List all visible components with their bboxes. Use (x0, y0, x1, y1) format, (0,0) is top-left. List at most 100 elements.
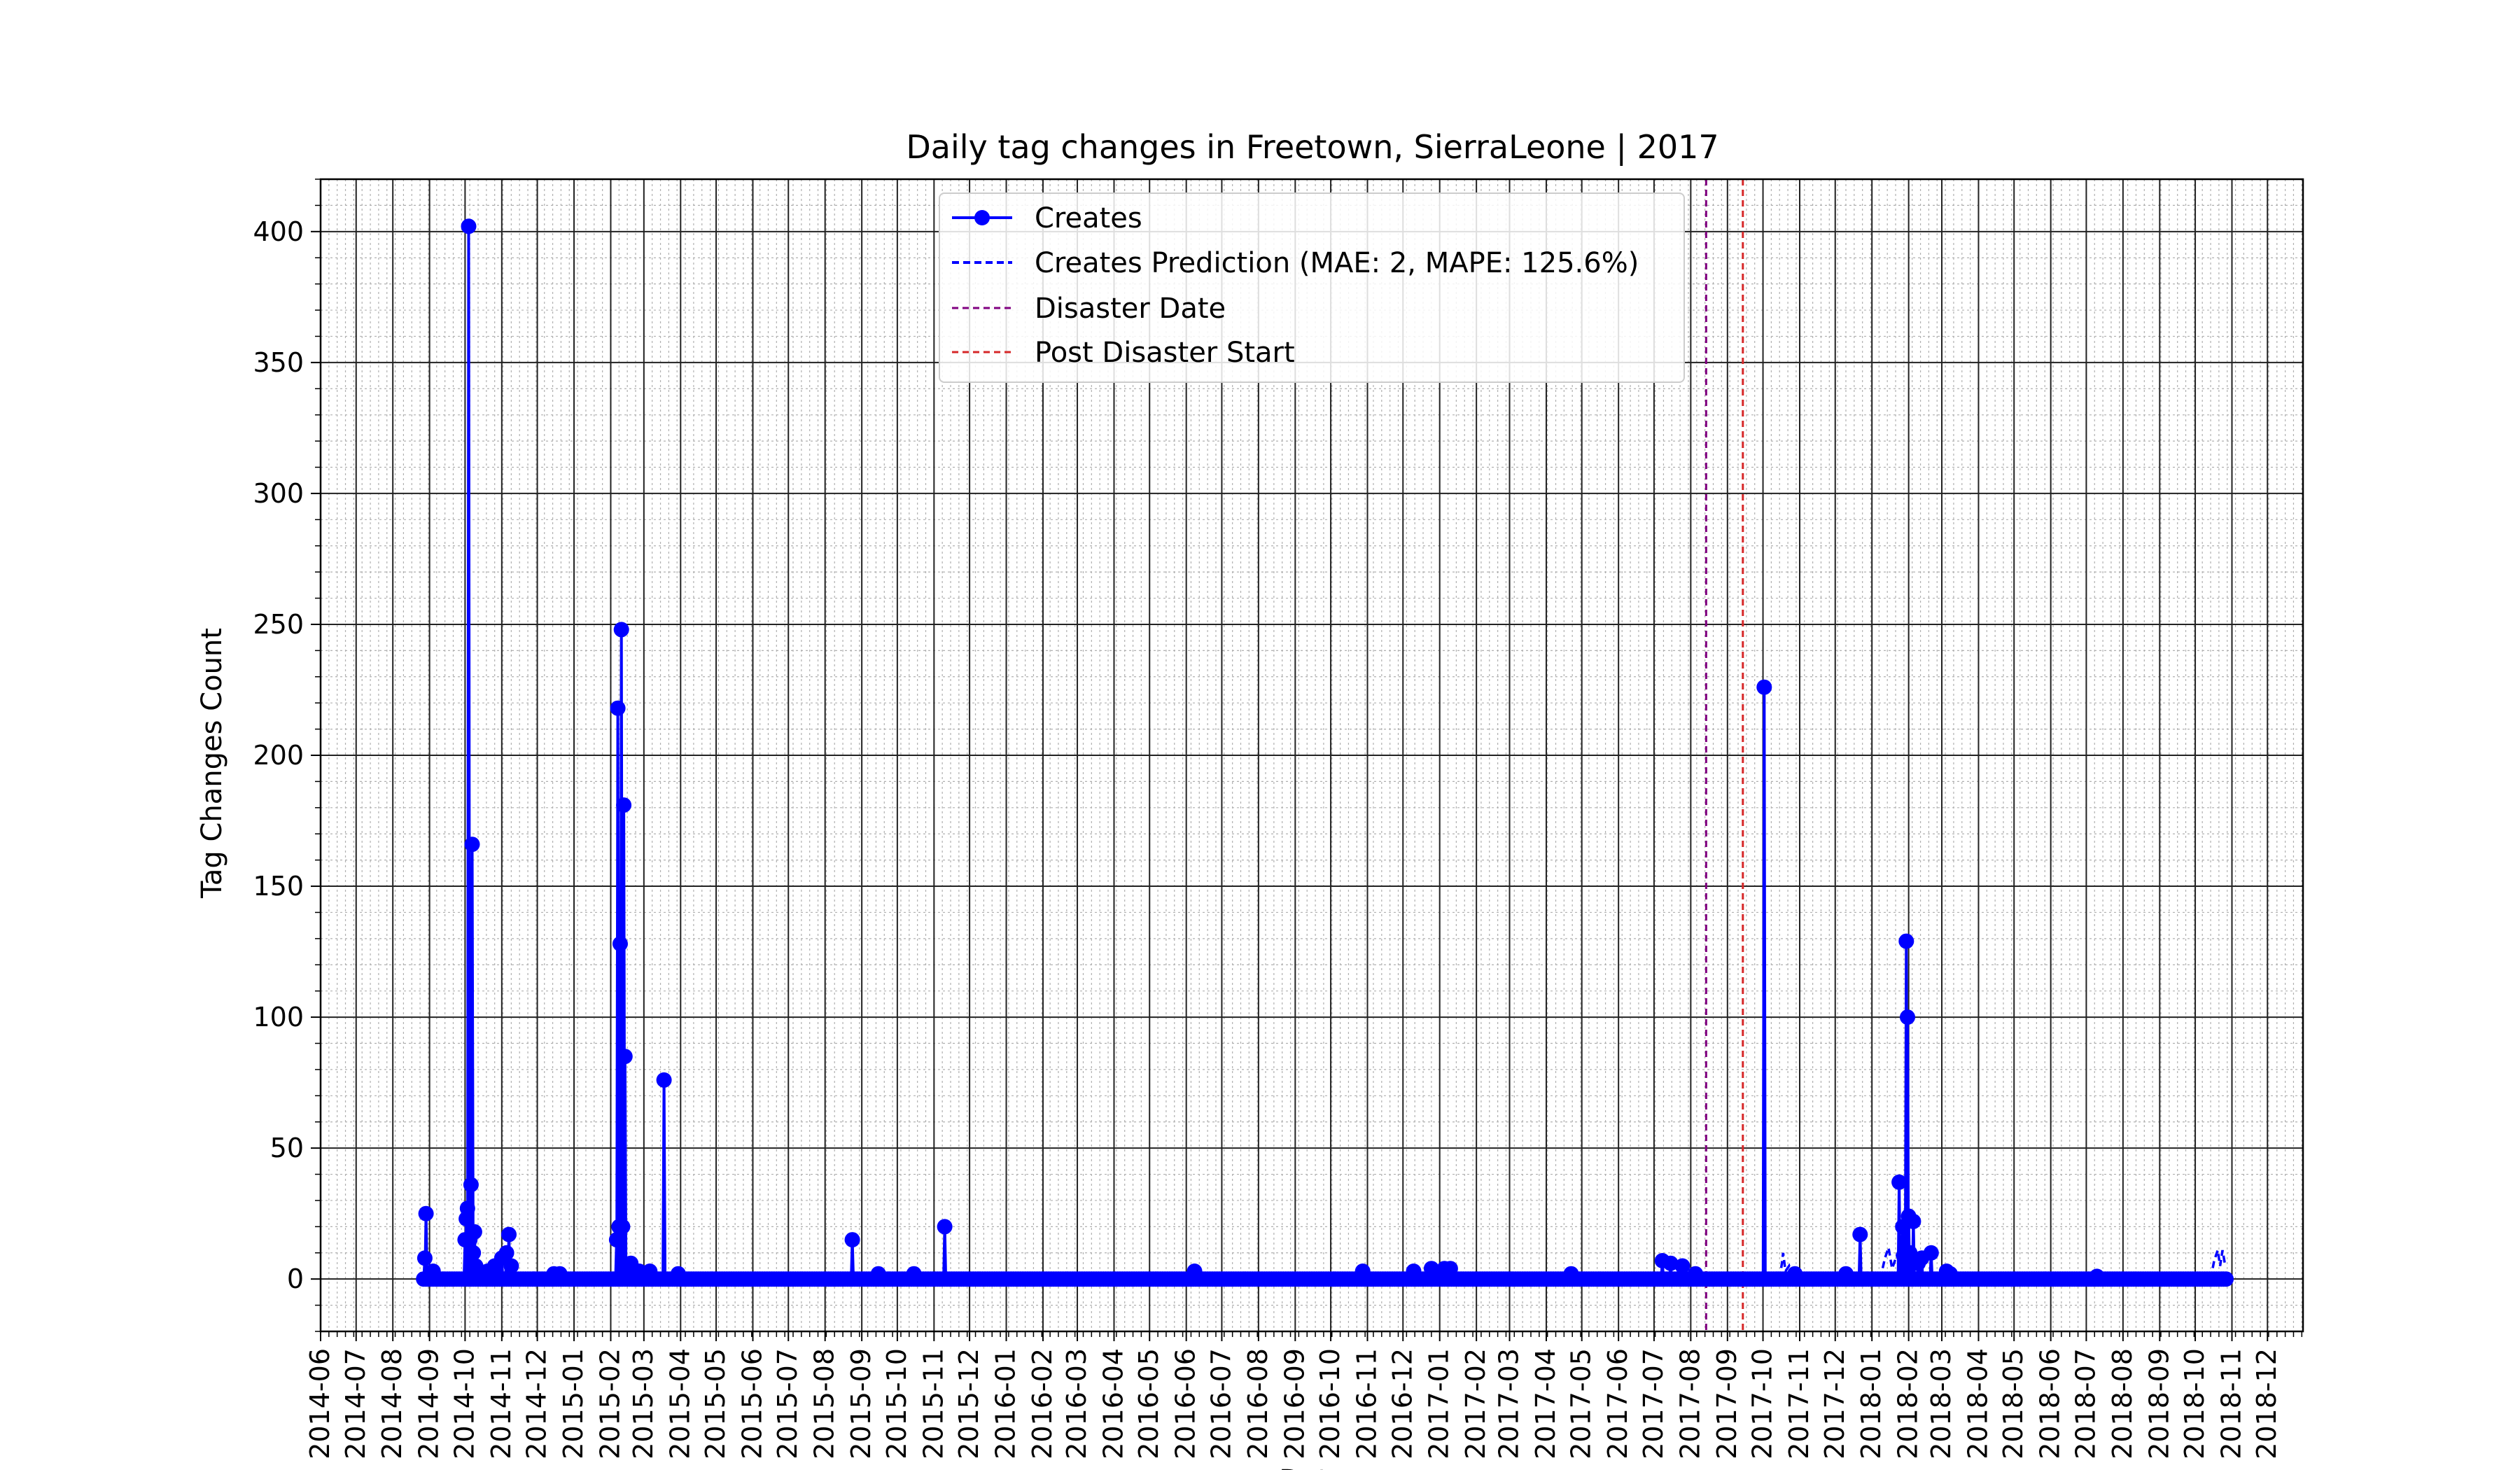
legend-label-creates: Creates (1035, 202, 1142, 234)
creates-data-point (1186, 1264, 1203, 1279)
prediction-series-line (1778, 1252, 1794, 1280)
x-tick-label: 2017-02 (1460, 1348, 1491, 1460)
x-tick-label: 2017-08 (1674, 1348, 1705, 1460)
x-tick-label: 2015-09 (846, 1348, 876, 1460)
x-tick-label: 2015-06 (736, 1348, 767, 1460)
x-tick-label: 2018-03 (1926, 1348, 1956, 1460)
creates-data-point (615, 1219, 631, 1235)
creates-data-point (844, 1232, 860, 1248)
x-tick-label: 2015-03 (628, 1348, 659, 1460)
creates-data-point (1852, 1226, 1868, 1242)
creates-data-point (612, 936, 628, 952)
x-tick-label: 2018-08 (2107, 1348, 2138, 1460)
creates-data-point (1923, 1245, 1939, 1261)
creates-data-point (1787, 1266, 1803, 1282)
x-tick-label: 2016-12 (1387, 1348, 1418, 1460)
y-tick-label: 350 (253, 347, 304, 378)
creates-data-point (1442, 1261, 1458, 1277)
x-tick-label: 2017-11 (1784, 1348, 1814, 1460)
creates-data-point (1900, 1009, 1915, 1026)
x-tick-label: 2016-03 (1061, 1348, 1092, 1460)
x-tick-label: 2017-09 (1712, 1348, 1742, 1460)
x-tick-label: 2014-09 (414, 1348, 444, 1460)
x-tick-label: 2018-11 (2216, 1348, 2246, 1460)
creates-data-point (416, 1250, 433, 1266)
legend-label-disaster-date: Disaster Date (1035, 293, 1226, 325)
legend: Creates Creates Prediction (MAE: 2, MAPE:… (939, 192, 1685, 383)
x-tick-label: 2015-05 (700, 1348, 731, 1460)
x-tick-label: 2014-08 (377, 1348, 407, 1460)
y-tick-label: 150 (253, 871, 304, 902)
x-tick-label: 2017-07 (1638, 1348, 1669, 1460)
y-tick-label: 50 (270, 1133, 304, 1163)
x-tick-label: 2015-10 (881, 1348, 912, 1460)
creates-data-point (552, 1266, 568, 1282)
x-tick-label: 2018-06 (2035, 1348, 2066, 1460)
legend-label-post-disaster-start: Post Disaster Start (1035, 337, 1295, 369)
creates-data-point (1838, 1266, 1854, 1282)
x-tick-label: 2017-10 (1747, 1348, 1778, 1460)
creates-data-point (498, 1245, 514, 1261)
creates-zero-point (2218, 1271, 2234, 1287)
creates-data-point (1674, 1258, 1690, 1274)
creates-data-point (670, 1266, 686, 1282)
y-axis-title: Tag Changes Count (196, 628, 228, 899)
x-tick-label: 2015-11 (918, 1348, 948, 1460)
creates-data-point (1898, 933, 1914, 949)
x-tick-label: 2018-10 (2179, 1348, 2210, 1460)
series-layer (416, 218, 2234, 1287)
creates-data-point (610, 700, 626, 716)
x-tick-label: 2018-12 (2251, 1348, 2282, 1460)
creates-data-point (1563, 1266, 1579, 1282)
creates-data-point (463, 1177, 479, 1193)
x-tick-label: 2014-10 (449, 1348, 479, 1460)
x-axis-title: Date (1279, 1464, 1346, 1470)
y-tick-label: 400 (253, 216, 304, 247)
creates-data-point (466, 1224, 482, 1240)
x-tick-label: 2016-10 (1315, 1348, 1345, 1460)
y-tick-label: 300 (253, 478, 304, 509)
x-tick-label: 2014-12 (522, 1348, 552, 1460)
legend-box (939, 192, 1685, 383)
creates-data-point (906, 1266, 922, 1282)
x-tick-label: 2018-09 (2143, 1348, 2174, 1460)
legend-marker-creates (974, 210, 990, 225)
x-tick-label: 2015-01 (558, 1348, 589, 1460)
x-tick-label: 2018-01 (1856, 1348, 1886, 1460)
y-tick-label: 250 (253, 609, 304, 640)
x-tick-label: 2014-06 (304, 1348, 335, 1460)
legend-label-prediction: Creates Prediction (MAE: 2, MAPE: 125.6%… (1035, 247, 1639, 279)
x-tick-label: 2017-03 (1494, 1348, 1525, 1460)
reference-lines (1704, 179, 1744, 1331)
creates-data-point (464, 836, 480, 853)
x-tick-label: 2016-05 (1133, 1348, 1164, 1460)
creates-data-point (937, 1219, 953, 1235)
creates-data-point (870, 1266, 886, 1282)
x-tick-label: 2015-02 (594, 1348, 625, 1460)
creates-data-point (613, 622, 629, 638)
x-tick-label: 2016-01 (990, 1348, 1021, 1460)
x-tick-label: 2015-08 (809, 1348, 840, 1460)
x-tick-label: 2015-12 (953, 1348, 984, 1460)
x-tick-label: 2016-02 (1027, 1348, 1058, 1460)
creates-data-point (2089, 1268, 2105, 1284)
x-tick-label: 2016-06 (1170, 1348, 1201, 1460)
creates-data-point (465, 1245, 482, 1261)
chart-title: Daily tag changes in Freetown, SierraLeo… (906, 128, 1718, 167)
creates-data-point (1891, 1174, 1907, 1190)
creates-data-point (1942, 1266, 1958, 1282)
y-tick-label: 0 (287, 1264, 304, 1294)
creates-data-point (1354, 1264, 1371, 1279)
x-tick-label: 2017-01 (1424, 1348, 1455, 1460)
creates-data-point (1905, 1213, 1921, 1229)
creates-data-point (501, 1226, 517, 1242)
x-tick-label: 2017-12 (1819, 1348, 1850, 1460)
creates-data-point (1902, 1245, 1918, 1261)
creates-data-point (1756, 679, 1772, 695)
x-tick-label: 2018-04 (1962, 1348, 1993, 1460)
x-tick-label: 2015-04 (664, 1348, 695, 1460)
creates-data-point (1688, 1266, 1704, 1282)
creates-data-point (631, 1264, 648, 1279)
